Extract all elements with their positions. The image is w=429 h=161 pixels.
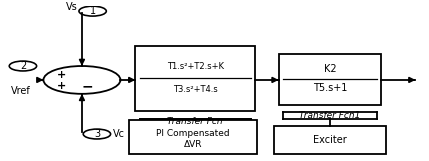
- Text: +: +: [57, 81, 66, 91]
- Bar: [129, 120, 257, 154]
- Text: Transfer Fcn1: Transfer Fcn1: [299, 111, 361, 120]
- Text: ΔVR: ΔVR: [184, 140, 202, 149]
- Text: +: +: [57, 71, 66, 80]
- Text: K2: K2: [323, 64, 336, 74]
- Bar: [279, 54, 381, 105]
- Text: 2: 2: [20, 61, 26, 71]
- Text: 1: 1: [90, 6, 96, 16]
- Text: Exciter: Exciter: [313, 135, 347, 145]
- Bar: [275, 126, 386, 154]
- Text: T5.s+1: T5.s+1: [313, 83, 347, 93]
- Text: 3: 3: [94, 129, 100, 139]
- Text: Vc: Vc: [113, 129, 125, 139]
- Text: Vref: Vref: [12, 86, 31, 96]
- Text: T1.s²+T2.s+K: T1.s²+T2.s+K: [167, 62, 224, 71]
- Text: T3.s²+T4.s: T3.s²+T4.s: [173, 85, 218, 94]
- Bar: [136, 46, 255, 111]
- Text: Transfer Fcn: Transfer Fcn: [167, 117, 223, 126]
- Text: −: −: [82, 80, 94, 94]
- Text: PI Compensated: PI Compensated: [156, 128, 230, 137]
- Text: Vs: Vs: [66, 2, 78, 12]
